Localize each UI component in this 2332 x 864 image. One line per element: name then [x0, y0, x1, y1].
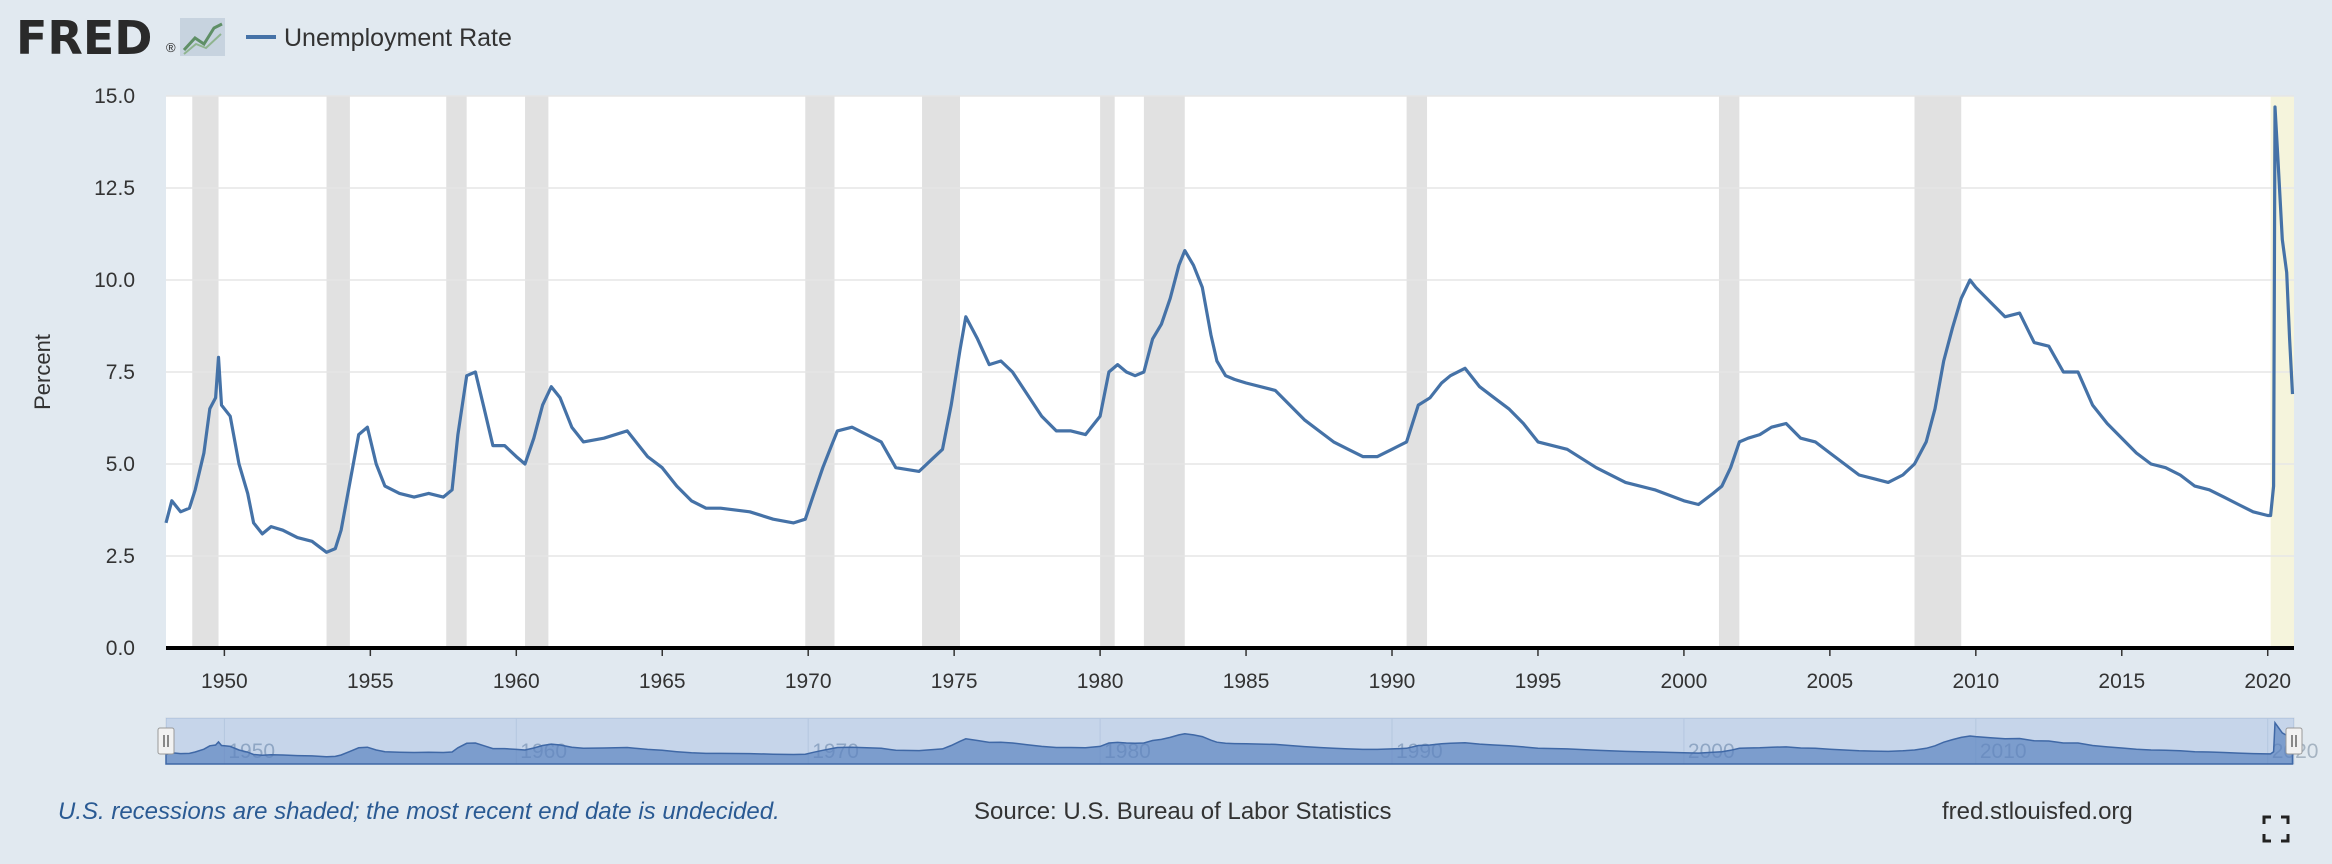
y-tick-label: 5.0 [106, 453, 135, 476]
x-tick-label: 1950 [201, 670, 248, 693]
recession-note: U.S. recessions are shaded; the most rec… [58, 798, 780, 825]
y-axis-ticks: 0.0 2.5 5.0 7.5 10.0 12.5 15.0 [94, 85, 135, 660]
x-tick-label: 1955 [347, 670, 394, 693]
x-tick-label: 2005 [1807, 670, 1854, 693]
range-navigator[interactable]: 19501960197019801990200020102020 [157, 717, 2318, 765]
navigator-left-handle[interactable] [157, 727, 175, 755]
y-tick-label: 0.0 [106, 637, 135, 660]
registered-mark: ® [166, 40, 176, 55]
legend-series-label[interactable]: Unemployment Rate [284, 24, 512, 52]
x-tick-label: 2000 [1661, 670, 1708, 693]
x-tick-label: 1985 [1223, 670, 1270, 693]
fullscreen-icon[interactable] [2262, 815, 2290, 843]
x-tick-label: 1980 [1077, 670, 1124, 693]
y-tick-label: 12.5 [94, 177, 135, 200]
navigator-right-handle[interactable] [2285, 727, 2303, 755]
x-tick-label: 1990 [1369, 670, 1416, 693]
x-tick-label: 1975 [931, 670, 978, 693]
y-tick-label: 7.5 [106, 361, 135, 384]
y-tick-label: 10.0 [94, 269, 135, 292]
navigator-series-area [165, 720, 2294, 765]
x-tick-label: 1995 [1515, 670, 1562, 693]
x-tick-label: 2010 [1952, 670, 1999, 693]
x-axis-ticks: 1950 1955 1960 1965 1970 1975 1980 1985 1990 1995… [201, 648, 2291, 693]
x-tick-label: 1960 [493, 670, 540, 693]
source-note: Source: U.S. Bureau of Labor Statistics [974, 798, 1392, 825]
x-tick-label: 2020 [2244, 670, 2291, 693]
y-tick-label: 15.0 [94, 85, 135, 108]
site-link[interactable]: fred.stlouisfed.org [1942, 798, 2133, 825]
series-line-unemployment-rate[interactable] [164, 105, 2295, 554]
x-tick-label: 1965 [639, 670, 686, 693]
chart-logo-icon [180, 18, 225, 56]
y-tick-label: 2.5 [106, 545, 135, 568]
x-tick-label: 2015 [2098, 670, 2145, 693]
gridlines [166, 95, 2294, 557]
fred-logo[interactable]: FRED [16, 11, 152, 65]
y-axis-title: Percent [30, 334, 55, 410]
x-tick-label: 1970 [785, 670, 832, 693]
